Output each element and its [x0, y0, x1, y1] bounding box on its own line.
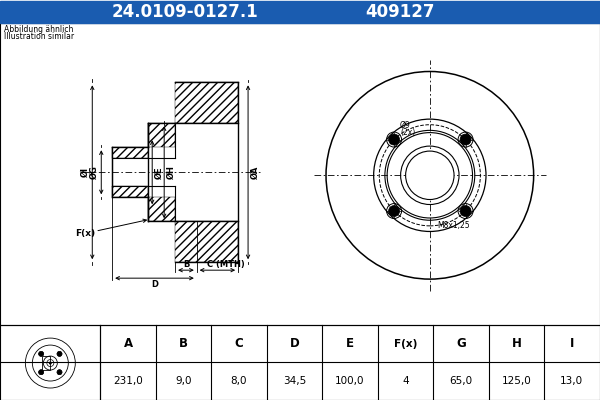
- Text: 231,0: 231,0: [113, 376, 143, 386]
- Text: Illustration similar: Illustration similar: [4, 32, 74, 42]
- Text: ØI: ØI: [81, 167, 90, 177]
- Text: M8x1,25: M8x1,25: [437, 221, 470, 230]
- Circle shape: [38, 370, 44, 375]
- Text: D: D: [151, 280, 158, 289]
- Circle shape: [460, 134, 471, 145]
- Text: ØH: ØH: [167, 165, 176, 179]
- Text: 9,0: 9,0: [175, 376, 192, 386]
- Text: (2x): (2x): [400, 128, 415, 136]
- Text: Ø9: Ø9: [400, 120, 411, 130]
- Text: I: I: [569, 337, 574, 350]
- Text: F(x): F(x): [75, 229, 95, 238]
- Text: ØA: ØA: [251, 166, 260, 179]
- Bar: [43, 356, 50, 370]
- Text: C: C: [235, 337, 244, 350]
- Text: A: A: [124, 337, 133, 350]
- Text: 8,0: 8,0: [231, 376, 247, 386]
- Bar: [112, 147, 148, 158]
- Circle shape: [57, 351, 62, 356]
- Circle shape: [389, 206, 400, 216]
- Text: 409127: 409127: [365, 2, 434, 20]
- Circle shape: [460, 206, 471, 216]
- Text: G: G: [456, 337, 466, 350]
- Text: H: H: [511, 337, 521, 350]
- Bar: [148, 123, 175, 147]
- Text: D: D: [290, 337, 299, 350]
- Bar: [175, 82, 238, 123]
- Circle shape: [49, 362, 52, 364]
- Text: F(x): F(x): [394, 338, 417, 348]
- Text: ØG: ØG: [90, 165, 99, 179]
- Bar: [112, 186, 148, 197]
- Text: 100,0: 100,0: [335, 376, 365, 386]
- Text: 24.0109-0127.1: 24.0109-0127.1: [112, 2, 259, 20]
- Text: C (MTH): C (MTH): [206, 260, 244, 269]
- Circle shape: [57, 370, 62, 375]
- Bar: [148, 197, 175, 221]
- Circle shape: [406, 151, 454, 200]
- Text: B: B: [183, 260, 189, 269]
- Text: Abbildung ähnlich: Abbildung ähnlich: [4, 26, 74, 34]
- Text: E: E: [346, 337, 354, 350]
- Text: 4: 4: [402, 376, 409, 386]
- Bar: [175, 221, 238, 262]
- Text: 13,0: 13,0: [560, 376, 583, 386]
- Bar: [1, 0, 599, 22]
- Text: B: B: [179, 337, 188, 350]
- Circle shape: [389, 134, 400, 145]
- Text: 65,0: 65,0: [449, 376, 472, 386]
- Text: 34,5: 34,5: [283, 376, 306, 386]
- Text: ØE: ØE: [155, 166, 164, 179]
- Circle shape: [38, 351, 44, 356]
- Text: 125,0: 125,0: [502, 376, 531, 386]
